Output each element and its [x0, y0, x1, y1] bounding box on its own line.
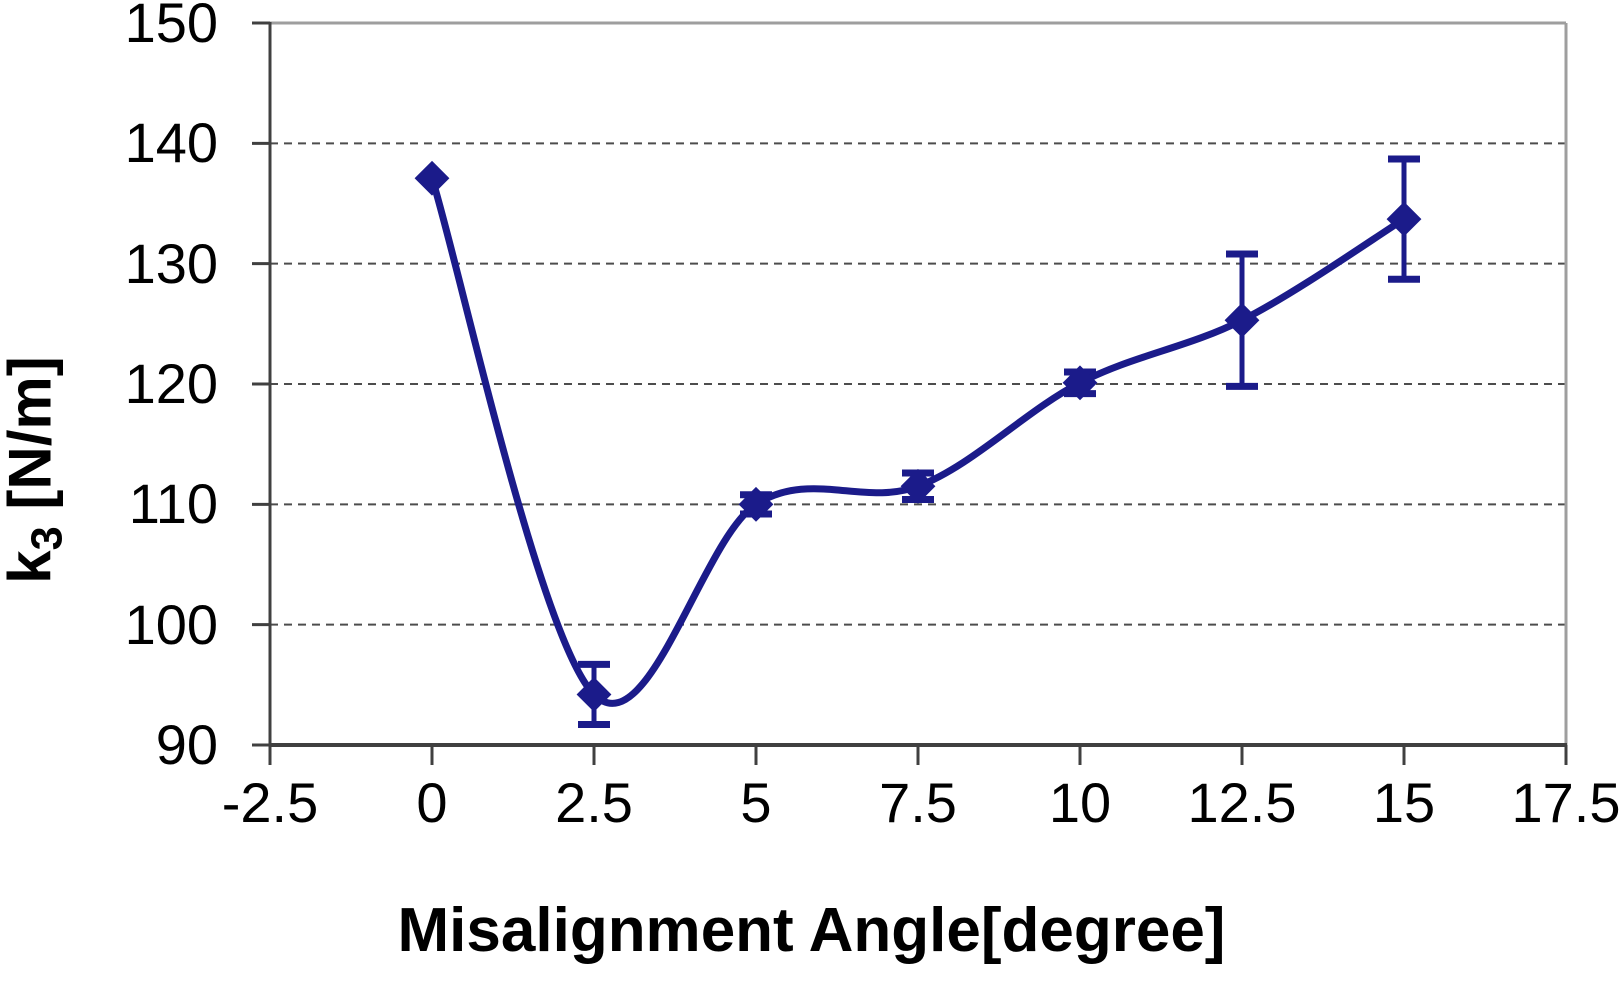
y-axis-title: k3 [N/m] — [0, 356, 72, 583]
y-title-subscript: 3 — [23, 526, 72, 551]
y-tick-label: 150 — [124, 0, 218, 54]
x-tick-label: -2.5 — [221, 771, 319, 834]
x-tick-label: 2.5 — [555, 771, 633, 834]
y-tick-label: 130 — [124, 231, 218, 295]
x-tick-label: 17.5 — [1511, 771, 1621, 834]
x-tick-label: 10 — [1048, 771, 1112, 834]
y-title-unit: [N/m] — [0, 356, 64, 527]
data-point-marker — [576, 677, 612, 712]
y-title-symbol: k — [0, 550, 64, 584]
x-axis-title: Misalignment Angle[degree] — [397, 896, 1226, 965]
x-tick-label: 5 — [740, 771, 772, 834]
x-tick-label: 15 — [1372, 771, 1436, 834]
x-tick-label: 12.5 — [1187, 771, 1297, 834]
y-tick-label: 110 — [128, 472, 218, 536]
x-tick-label: 0 — [416, 771, 448, 834]
data-point-marker — [414, 160, 450, 196]
data-point-marker — [1062, 365, 1098, 401]
data-point-marker — [1386, 201, 1422, 237]
y-tick-label: 100 — [124, 592, 218, 656]
series-line — [428, 174, 1408, 707]
data-point-marker — [738, 486, 774, 522]
data-point-marker — [900, 468, 936, 504]
y-tick-label: 140 — [124, 111, 218, 175]
data-point-marker — [1224, 302, 1260, 338]
y-tick-label: 90 — [155, 713, 218, 776]
y-tick-label: 120 — [124, 352, 218, 415]
x-tick-label: 7.5 — [879, 771, 957, 834]
